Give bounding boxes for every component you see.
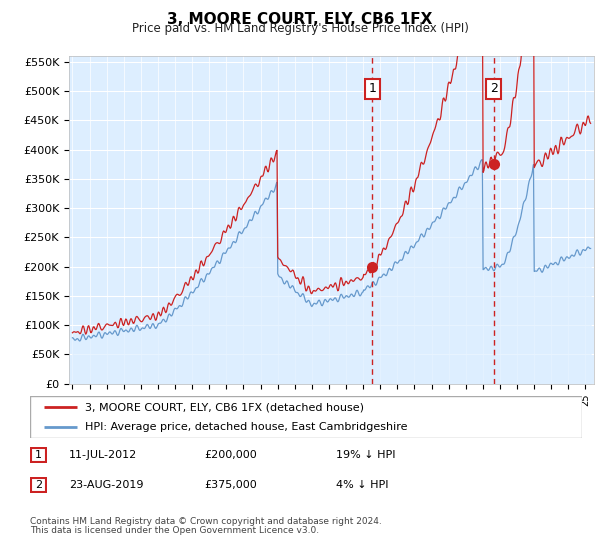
Text: Contains HM Land Registry data © Crown copyright and database right 2024.: Contains HM Land Registry data © Crown c… — [30, 516, 382, 526]
Text: £375,000: £375,000 — [204, 480, 257, 490]
Text: £200,000: £200,000 — [204, 450, 257, 460]
Text: HPI: Average price, detached house, East Cambridgeshire: HPI: Average price, detached house, East… — [85, 422, 408, 432]
Text: This data is licensed under the Open Government Licence v3.0.: This data is licensed under the Open Gov… — [30, 526, 319, 535]
Text: 2: 2 — [490, 82, 498, 95]
Text: 1: 1 — [368, 82, 376, 95]
Text: 11-JUL-2012: 11-JUL-2012 — [69, 450, 137, 460]
Text: 3, MOORE COURT, ELY, CB6 1FX: 3, MOORE COURT, ELY, CB6 1FX — [167, 12, 433, 27]
Text: 19% ↓ HPI: 19% ↓ HPI — [336, 450, 395, 460]
Text: 4% ↓ HPI: 4% ↓ HPI — [336, 480, 389, 490]
Text: 23-AUG-2019: 23-AUG-2019 — [69, 480, 143, 490]
Text: 2: 2 — [35, 480, 42, 490]
Text: Price paid vs. HM Land Registry's House Price Index (HPI): Price paid vs. HM Land Registry's House … — [131, 22, 469, 35]
Text: 1: 1 — [35, 450, 42, 460]
Text: 3, MOORE COURT, ELY, CB6 1FX (detached house): 3, MOORE COURT, ELY, CB6 1FX (detached h… — [85, 402, 364, 412]
